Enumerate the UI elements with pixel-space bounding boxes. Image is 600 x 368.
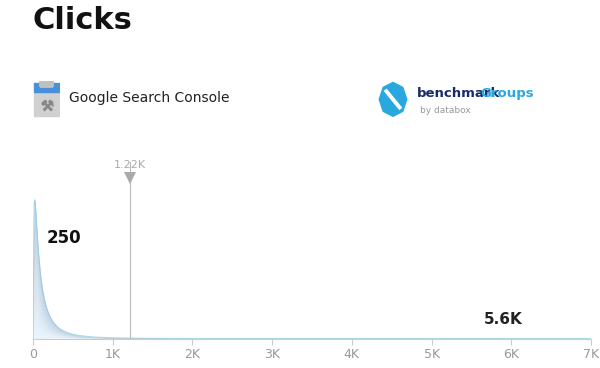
Polygon shape (379, 82, 407, 116)
Text: 1.22K: 1.22K (114, 160, 146, 170)
Text: 250: 250 (47, 229, 81, 247)
Text: by databox: by databox (420, 106, 471, 115)
Text: Google Search Console: Google Search Console (69, 91, 229, 105)
Text: benchmark: benchmark (417, 87, 500, 100)
FancyBboxPatch shape (34, 92, 59, 116)
FancyBboxPatch shape (34, 83, 59, 92)
Text: Clicks: Clicks (33, 6, 133, 35)
FancyBboxPatch shape (40, 80, 53, 87)
Text: Groups: Groups (480, 87, 533, 100)
Text: 5.6K: 5.6K (484, 312, 522, 327)
